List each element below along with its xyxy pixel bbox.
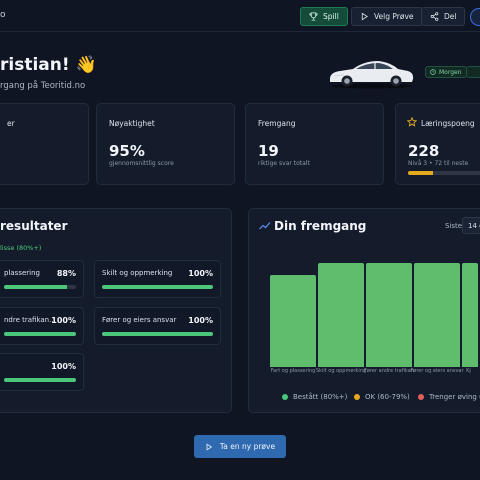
greeting-subtitle: rgang på Teoritid.no [0,81,86,91]
stat-card-accuracy: Nøyaktighet 95% gjennomsnittlig score [96,103,235,185]
result-item-name: Fører og eiers ansvar [102,316,177,324]
result-item-bar [4,378,76,382]
legend-item-needs-practice: Trenger øving (< [418,393,480,401]
result-item[interactable]: plassering 88% [0,260,84,298]
share-icon [430,12,439,21]
user-avatar[interactable] [470,8,480,26]
result-item-fill [4,332,76,336]
result-item-bar [102,285,213,289]
greeting-title: ristian! 👋 [0,55,97,75]
chart-bar [270,275,316,367]
stat-card-first: er [0,103,89,185]
trophy-icon [309,12,318,21]
stat-progress-value: 19 [258,142,279,160]
result-item-pct: 100% [51,316,76,325]
legend-ok-dot [354,394,360,400]
new-test-label: Ta en ny prøve [219,442,276,451]
result-item-fill [4,285,68,289]
app-logo[interactable]: o [0,10,6,20]
trend-icon [259,222,271,230]
result-item-fill [102,285,213,289]
legend-passed-dot [282,394,288,400]
result-item-pct: 88% [56,269,76,278]
play-icon [361,12,368,21]
result-item-bar [102,332,213,336]
chart-category-label: Fart og plassering [270,368,316,374]
stat-accuracy-value: 95% [109,142,145,160]
result-item-bar [4,285,76,289]
car-illustration [330,61,414,89]
chart-bar [318,263,364,367]
choose-test-label: Velg Prøve [374,12,414,21]
new-test-button[interactable]: Ta en ny prøve [194,435,286,458]
results-pass-legend: lisse (80%+) [0,244,42,252]
chart-bar [366,263,412,367]
result-item-bar [4,332,76,336]
chart-category-label: Skilt og oppmerking [315,368,367,374]
play-icon [206,442,213,451]
chart-category-label: Fører og eiers ansvar [410,368,464,374]
clock-icon [430,69,436,75]
result-item-name: ndre trafikan... [4,316,56,324]
results-title: resultater [0,219,68,233]
legend-passed-label: Bestått (80%+) [293,393,348,401]
chart-bar [414,263,460,367]
time-of-day-label: Morgen [439,68,462,76]
stat-card-progress: Fremgang 19 riktige svar totalt [245,103,384,185]
stat-progress-sub: riktige svar totalt [258,160,310,167]
legend-item-ok: OK (60-79%) [354,393,410,401]
legend-needs-practice-label: Trenger øving (< [429,393,480,401]
chart-category-label: Kj [466,368,471,374]
result-item-fill [4,378,76,382]
stat-accuracy-label: Nøyaktighet [109,119,155,128]
play-button[interactable]: Spill [300,7,348,26]
stat-points-value: 228 [408,142,440,160]
period-select[interactable]: 14 d [462,217,480,234]
result-item-pct: 100% [188,316,213,325]
stat-card-points: Læringspoeng 228 Nivå 3 • 72 til neste [395,103,480,185]
share-button[interactable]: Del [421,7,466,26]
choose-test-button[interactable]: Velg Prøve [351,7,423,26]
chart-category-label: Fører andre trafikan [364,368,414,374]
result-item-name: Skilt og oppmerking [102,269,173,277]
result-item[interactable]: Fører og eiers ansvar 100% [94,307,221,345]
time-of-day-chip: Morgen [425,66,467,78]
play-label: Spill [323,12,339,21]
result-item[interactable]: Skilt og oppmerking 100% [94,260,221,298]
level-progress-bar [408,171,480,175]
legend-item-passed: Bestått (80%+) [282,393,347,401]
stat-first-label: er [7,119,15,128]
level-progress-fill [408,171,434,175]
result-item-name: plassering [4,269,40,277]
stat-points-sub: Nivå 3 • 72 til neste [408,160,469,167]
period-label: Siste [445,222,463,230]
chart-bar [462,263,478,367]
result-item[interactable]: 100% [0,353,84,391]
result-item-pct: 100% [51,362,76,371]
stat-points-label: Læringspoeng [421,119,475,128]
legend-ok-label: OK (60-79%) [365,393,410,401]
star-icon [407,117,417,127]
result-item-fill [102,332,213,336]
result-item[interactable]: ndre trafikan... 100% [0,307,84,345]
legend-needs-practice-dot [418,394,424,400]
result-item-pct: 100% [188,269,213,278]
top-bar: o Spill Velg Prøve Del [0,0,480,32]
stat-progress-label: Fremgang [258,119,296,128]
share-label: Del [444,12,457,21]
secondary-chip [466,66,480,78]
progress-chart-title: Din fremgang [274,219,367,233]
stat-accuracy-sub: gjennomsnittlig score [109,160,174,167]
